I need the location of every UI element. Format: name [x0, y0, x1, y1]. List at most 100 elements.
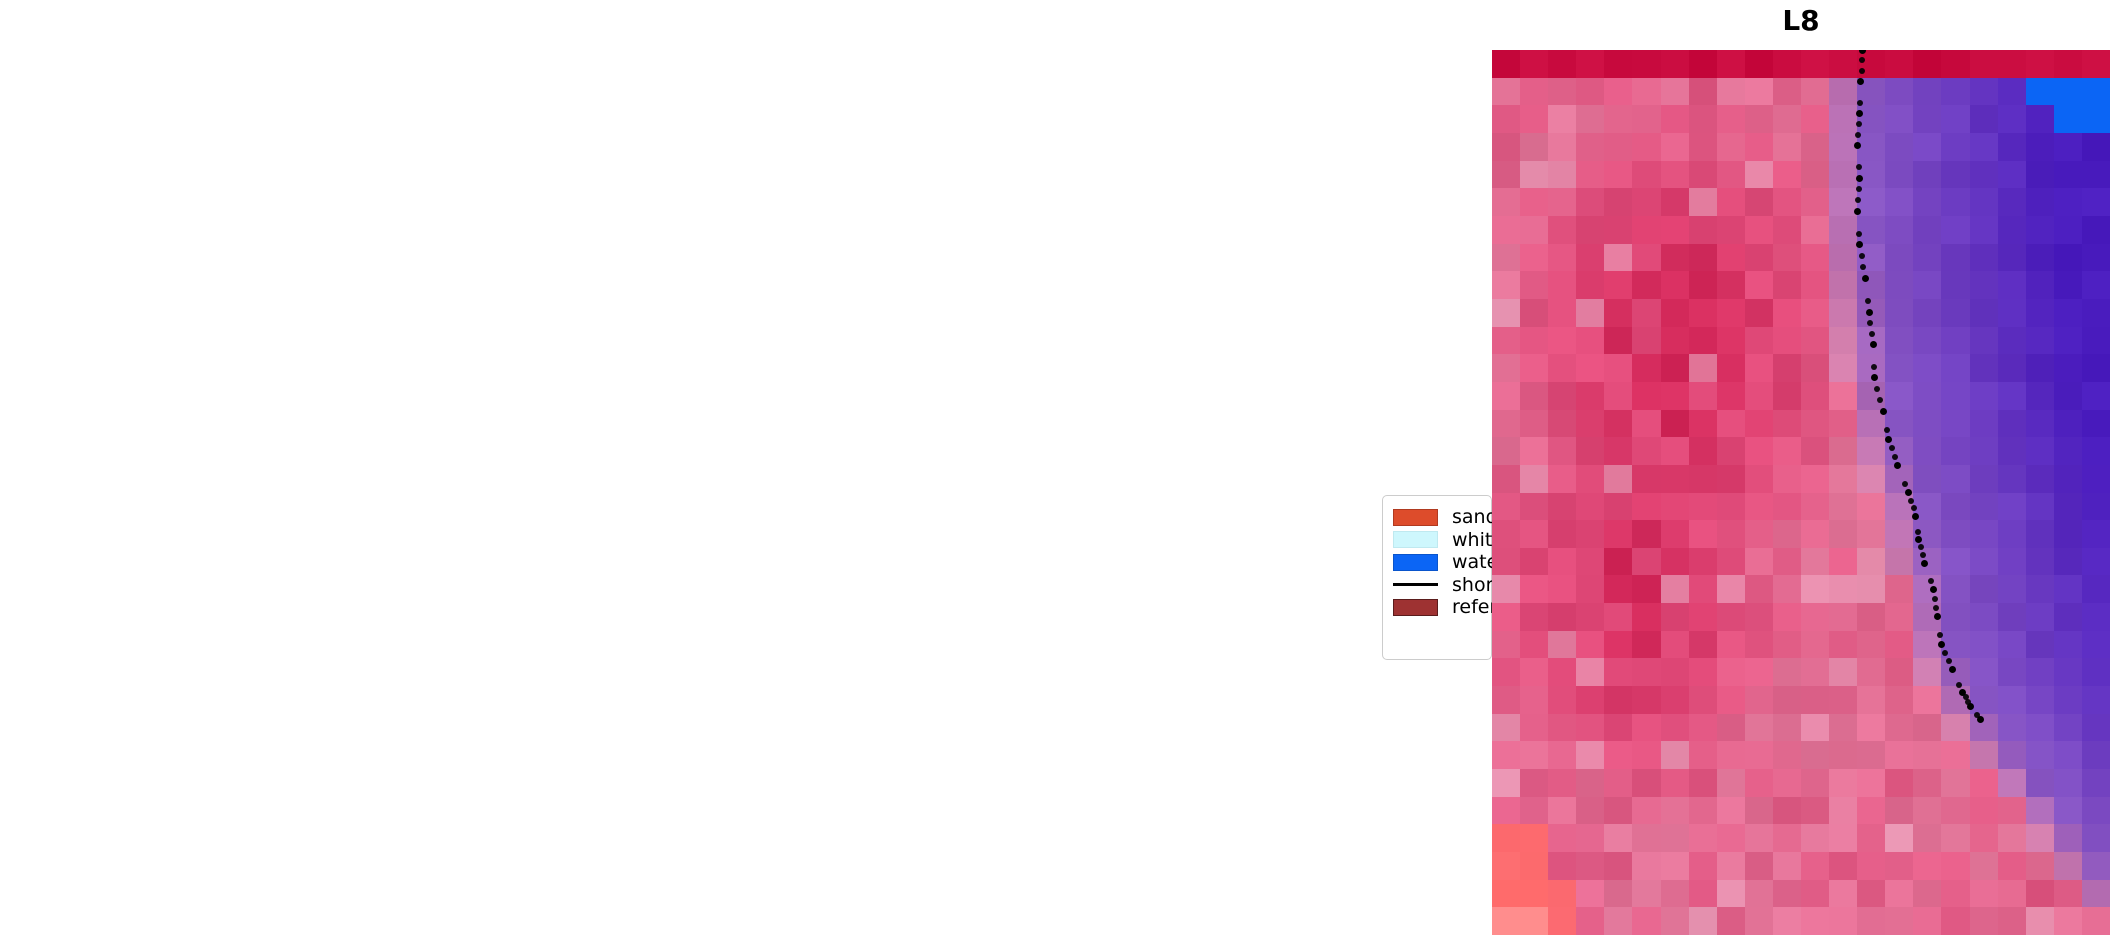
raster-cell	[1716, 713, 1745, 742]
shoreline-point	[454, 604, 461, 611]
raster-cell	[1772, 824, 1801, 853]
raster-cell	[1772, 271, 1801, 299]
raster-cell	[2053, 132, 2082, 161]
legend-item-reference[interactable]: reference	[1393, 596, 1492, 619]
shoreline-point	[1945, 658, 1952, 665]
raster-cell	[1716, 381, 1745, 410]
raster-cell	[1801, 796, 1830, 825]
legend-label: whitewater	[1452, 528, 1492, 551]
raster-cell	[1969, 547, 1998, 576]
shoreline-point	[1917, 544, 1924, 551]
shoreline-point	[1931, 595, 1938, 602]
raster-cell	[1885, 852, 1914, 880]
raster-cell	[1772, 852, 1801, 880]
raster-cell	[1857, 188, 1886, 216]
raster-cell	[2081, 409, 2110, 438]
raster-cell	[1941, 603, 1970, 631]
image-axes-nzd0577[interactable]	[14, 50, 632, 935]
legend-item-sand[interactable]: sand	[1393, 506, 1492, 529]
raster-cell	[2025, 824, 2054, 853]
raster-cell	[2053, 769, 2082, 797]
raster-cell	[1632, 879, 1661, 908]
raster-cell	[1520, 630, 1549, 659]
raster-cell	[1548, 796, 1577, 825]
legend-item-whitewater[interactable]: whitewater	[1393, 529, 1492, 552]
raster-cell	[1716, 852, 1745, 880]
raster-cell	[1548, 271, 1577, 299]
raster-cell	[1688, 492, 1717, 521]
raster-cell	[1772, 796, 1801, 825]
raster-cell	[1520, 603, 1549, 631]
raster-cell	[2053, 492, 2082, 521]
raster-cell	[1857, 215, 1886, 244]
shoreline-point	[1976, 715, 1984, 723]
raster-cell	[1548, 326, 1577, 355]
raster-cell	[1492, 852, 1521, 880]
raster-cell	[1520, 492, 1549, 521]
raster-cell	[1548, 243, 1577, 272]
raster-cell	[1801, 215, 1830, 244]
raster-cell	[1772, 243, 1801, 272]
raster-cell	[1660, 686, 1689, 714]
raster-cell	[2025, 852, 2054, 880]
raster-cell	[2081, 354, 2110, 382]
raster-cell	[2053, 50, 2082, 78]
raster-cell	[1716, 492, 1745, 521]
raster-cell	[1548, 50, 1577, 78]
image-axes-l8[interactable]	[1492, 50, 2110, 935]
raster-cell	[1969, 603, 1998, 631]
raster-cell	[1857, 464, 1886, 493]
raster-cell	[1576, 132, 1605, 161]
shoreline-point	[1151, 454, 1158, 461]
raster-cell	[1660, 381, 1689, 410]
raster-cell	[1885, 824, 1914, 853]
raster-cell	[1632, 105, 1661, 133]
raster-cell	[1716, 630, 1745, 659]
raster-cell	[1801, 271, 1830, 299]
raster-cell	[1969, 132, 1998, 161]
raster-cell	[1885, 215, 1914, 244]
raster-cell	[1997, 769, 2026, 797]
raster-cell	[1548, 437, 1577, 465]
legend-box[interactable]: sandwhitewaterwatershorelinereference	[1382, 495, 1492, 660]
raster-cell	[1688, 741, 1717, 770]
shoreline-point	[1118, 67, 1125, 74]
shoreline-point	[407, 435, 415, 443]
raster-cell	[1744, 907, 1773, 935]
raster-cell	[1660, 796, 1689, 825]
raster-cell	[1632, 769, 1661, 797]
raster-cell	[1744, 243, 1773, 272]
raster-cell	[1913, 105, 1942, 133]
raster-cell	[1492, 105, 1521, 133]
raster-cell	[2053, 409, 2082, 438]
raster-cell	[2081, 326, 2110, 355]
shoreline-point	[1143, 427, 1150, 433]
shoreline-point	[455, 612, 463, 620]
raster-cell	[1772, 603, 1801, 631]
raster-cell	[1688, 520, 1717, 548]
raster-cell	[1660, 520, 1689, 548]
raster-cell	[1997, 381, 2026, 410]
raster-cell	[1548, 464, 1577, 493]
raster-cell	[1801, 824, 1830, 853]
image-axes-classification[interactable]	[752, 50, 1370, 935]
raster-cell	[1997, 298, 2026, 327]
shoreline-point	[1974, 711, 1981, 718]
raster-cell	[1801, 852, 1830, 880]
raster-cell	[1576, 354, 1605, 382]
raster-cell	[1941, 907, 1970, 935]
raster-cell	[1660, 50, 1689, 78]
shoreline-point	[459, 632, 466, 639]
shoreline-point	[1191, 595, 1198, 602]
raster-cell	[1885, 879, 1914, 908]
raster-cell	[1829, 741, 1858, 770]
raster-cell	[2025, 409, 2054, 438]
raster-cell	[1885, 188, 1914, 216]
shoreline-point	[380, 252, 387, 259]
legend-item-shoreline[interactable]: shoreline	[1393, 574, 1492, 597]
raster-cell	[1829, 769, 1858, 797]
raster-cell	[1492, 713, 1521, 742]
raster-cell	[1576, 105, 1605, 133]
legend-item-water[interactable]: water	[1393, 551, 1492, 574]
shoreline-point	[393, 373, 400, 381]
